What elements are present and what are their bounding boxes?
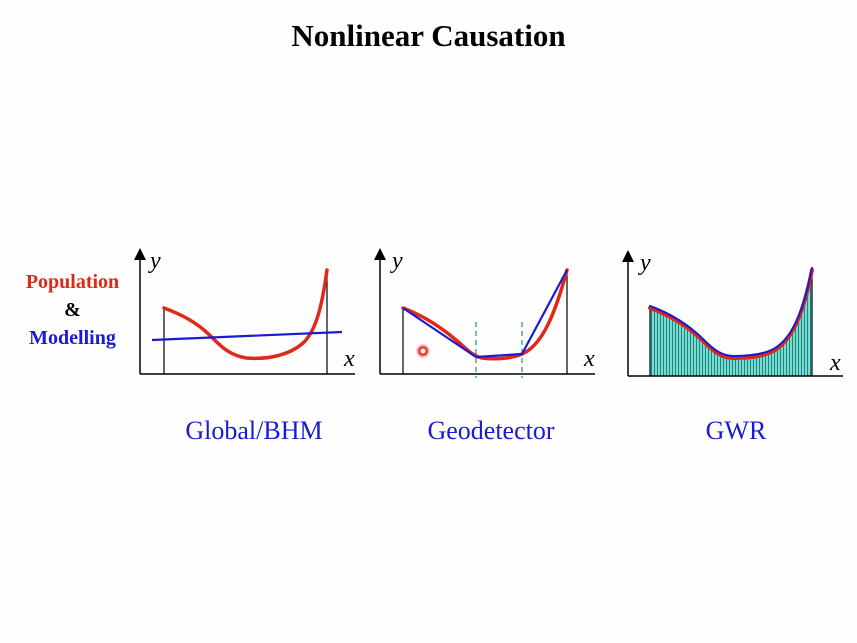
gwr-diagram: y x [622,250,843,377]
caption-gwr: GWR [705,416,767,445]
x-axis-label: x [343,346,355,372]
global-model-line [151,330,343,342]
legend-modelling: Modelling [29,327,116,349]
y-axis-label: y [390,248,403,274]
slide-title: Nonlinear Causation [291,18,566,53]
population-curve [162,268,329,361]
geodetector-diagram: y x [374,248,595,378]
x-axis-label: x [583,346,595,372]
population-curve [401,268,569,361]
legend: Population & Modelling [10,268,135,352]
y-axis-label: y [638,250,651,276]
gwr-model-curve [649,267,813,358]
legend-population: Population [25,271,120,293]
caption-geodetector: Geodetector [427,416,555,445]
panel-geodetector: y x [370,248,610,388]
y-axis-label: y [148,248,161,274]
x-axis-label: x [829,350,841,376]
panel-global-bhm: y x [130,248,370,388]
gwr-local-fill [650,270,812,376]
global-bhm-diagram: y x [134,248,355,375]
panel-gwr: y x [618,248,857,388]
legend-ampersand: & [64,299,81,321]
pointer-cursor [416,344,430,358]
stratified-model-line [402,269,568,359]
caption-global-bhm: Global/BHM [185,416,323,445]
